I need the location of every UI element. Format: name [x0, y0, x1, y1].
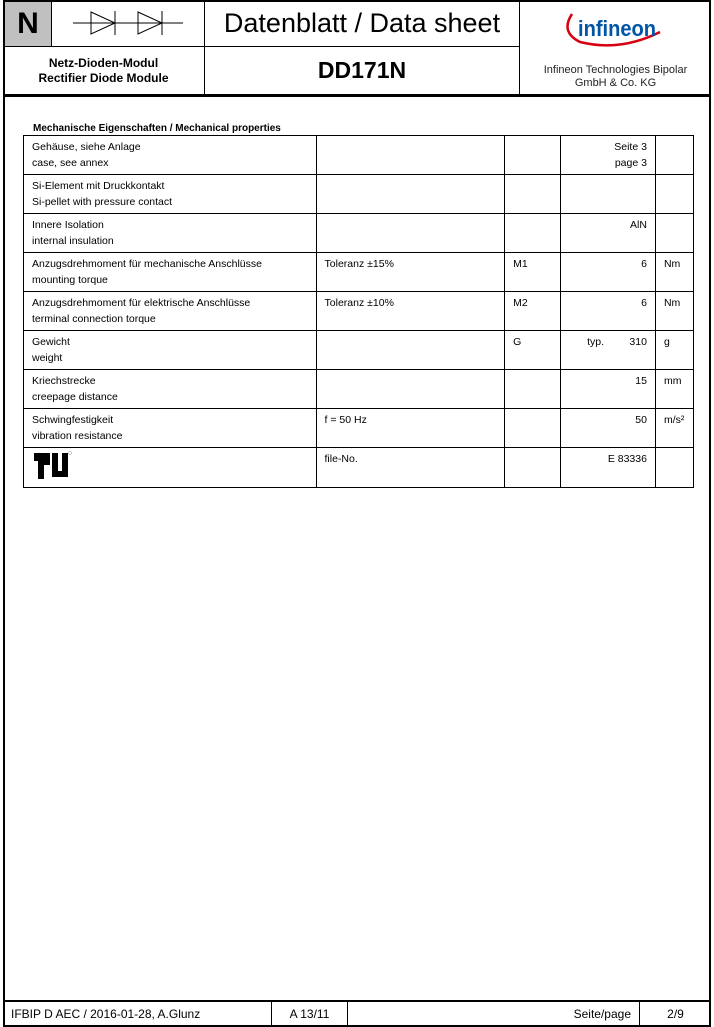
unit: Nm — [654, 291, 695, 331]
parameter: Innere Isolation internal insulation — [23, 213, 317, 253]
parameter-de: Kriechstrecke — [32, 375, 96, 387]
symbol — [504, 369, 562, 409]
symbol — [504, 174, 562, 214]
table-row: Anzugsdrehmoment für mechanische Anschlü… — [23, 252, 695, 292]
parameter-de: Schwingfestigkeit — [32, 414, 114, 426]
value-qualifier: typ. — [587, 336, 605, 348]
parameter: Kriechstrecke creepage distance — [23, 369, 317, 409]
subtitle-de: Netz-Dioden-Modul — [48, 55, 159, 70]
parameter: Anzugsdrehmoment für mechanische Anschlü… — [23, 252, 317, 292]
condition — [315, 135, 506, 175]
symbol: M1 — [504, 252, 562, 292]
value: 6 — [560, 291, 656, 331]
parameter-de: Anzugsdrehmoment für mechanische Anschlü… — [32, 258, 262, 270]
parameter-de: Si-Element mit Druckkontakt — [32, 180, 165, 192]
product-type: Netz-Dioden-Modul Rectifier Diode Module — [3, 47, 205, 95]
value: 15 — [560, 369, 656, 409]
symbol — [504, 213, 562, 253]
value-main: 6 — [641, 297, 647, 309]
footer-page-label: Seite/page — [348, 1002, 640, 1027]
parameter-de: Gehäuse, siehe Anlage — [32, 141, 141, 153]
condition — [315, 369, 506, 409]
symbol: G — [504, 330, 562, 370]
company-line-1: Infineon Technologies Bipolar — [543, 64, 688, 76]
mechanical-properties-table: Gehäuse, siehe Anlage case, see annex Sei… — [23, 135, 695, 488]
value: 6 — [560, 252, 656, 292]
parameter-de: Gewicht — [32, 336, 70, 348]
diode-pair-icon — [52, 0, 205, 47]
condition: f = 50 Hz — [315, 408, 506, 448]
parameter: Gehäuse, siehe Anlage case, see annex — [23, 135, 317, 175]
table-row: file-No. E 83336 — [23, 447, 695, 488]
parameter-en: Si-pellet with pressure contact — [32, 196, 173, 208]
footer-page: 2/9 — [667, 1007, 684, 1021]
header-divider — [3, 94, 711, 97]
unit: g — [654, 330, 695, 370]
value: 50 — [560, 408, 656, 448]
footer-doc: IFBIP D AEC / 2016-01-28, A.Glunz — [3, 1002, 272, 1027]
value-main: 15 — [635, 375, 647, 387]
unit: m/s² — [654, 408, 695, 448]
svg-text:infineon: infineon — [578, 16, 656, 41]
table-row: Si-Element mit Druckkontakt Si-pellet wit… — [23, 174, 695, 214]
page-frame — [3, 0, 711, 1027]
condition: Toleranz ±15% — [315, 252, 506, 292]
file-number: E 83336 — [560, 447, 656, 488]
table-row: Gewicht weight G typ. 310 g — [23, 330, 695, 370]
condition: file-No. — [315, 447, 506, 488]
symbol — [504, 135, 562, 175]
company-line-2: GmbH & Co. KG — [574, 77, 657, 89]
value — [560, 174, 656, 214]
parameter: Gewicht weight — [23, 330, 317, 370]
value-secondary: page 3 — [614, 157, 647, 169]
parameter-en: vibration resistance — [32, 430, 123, 442]
unit — [654, 174, 695, 214]
value-main: Seite 3 — [614, 141, 647, 153]
unit: Nm — [654, 252, 695, 292]
subtitle-en: Rectifier Diode Module — [38, 70, 169, 85]
value: Seite 3 page 3 — [560, 135, 656, 175]
value: AlN — [560, 213, 656, 253]
table-row: Anzugsdrehmoment für elektrische Anschlü… — [23, 291, 695, 331]
parameter: Schwingfestigkeit vibration resistance — [23, 408, 317, 448]
value-main: AlN — [630, 219, 647, 231]
value: typ. 310 — [560, 330, 656, 370]
parameter-de: Innere Isolation — [32, 219, 104, 231]
parameter-en: mounting torque — [32, 274, 108, 286]
unit — [654, 135, 695, 175]
symbol — [504, 408, 562, 448]
parameter-de: Anzugsdrehmoment für elektrische Anschlü… — [32, 297, 251, 309]
parameter-en: weight — [32, 352, 63, 364]
condition — [315, 213, 506, 253]
parameter: Si-Element mit Druckkontakt Si-pellet wit… — [23, 174, 317, 214]
part-number: DD171N — [205, 47, 520, 95]
parameter: Anzugsdrehmoment für elektrische Anschlü… — [23, 291, 317, 331]
condition — [315, 330, 506, 370]
category-letter: N — [3, 0, 52, 47]
symbol: M2 — [504, 291, 562, 331]
value-main: 50 — [635, 414, 647, 426]
section-title: Mechanische Eigenschaften / Mechanical p… — [33, 123, 281, 134]
table-row: Kriechstrecke creepage distance 15 mm — [23, 369, 695, 409]
unit — [654, 213, 695, 253]
table-row: Innere Isolation internal insulation AlN — [23, 213, 695, 253]
footer: IFBIP D AEC / 2016-01-28, A.Glunz A 13/1… — [3, 1000, 711, 1027]
parameter-en: terminal connection torque — [32, 313, 156, 325]
document-title: Datenblatt / Data sheet — [205, 0, 520, 47]
footer-revision: A 13/11 — [272, 1002, 348, 1027]
unit: mm — [654, 369, 695, 409]
table-row: Gehäuse, siehe Anlage case, see annex Sei… — [23, 135, 695, 175]
parameter-en: internal insulation — [32, 235, 114, 247]
infineon-logo: infineon Infineon Technologies Bipolar G… — [520, 0, 711, 95]
value-main: 310 — [629, 336, 647, 348]
ul-recognized-icon — [23, 447, 317, 488]
value-main: 6 — [641, 258, 647, 270]
parameter-en: case, see annex — [32, 157, 109, 169]
parameter-en: creepage distance — [32, 391, 118, 403]
condition — [315, 174, 506, 214]
table-row: Schwingfestigkeit vibration resistance f … — [23, 408, 695, 448]
condition: Toleranz ±10% — [315, 291, 506, 331]
